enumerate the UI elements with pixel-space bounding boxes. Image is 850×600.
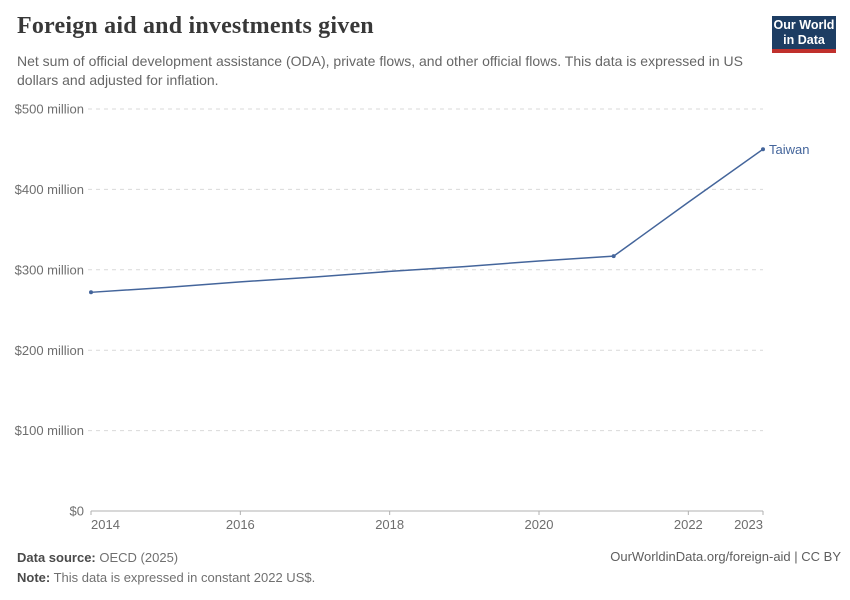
owid-citation-link[interactable]: OurWorldinData.org/foreign-aid | CC BY xyxy=(610,549,841,564)
data-point-2023 xyxy=(761,147,765,152)
x-axis-tick-label: 2023 xyxy=(734,517,763,532)
owid-logo-line1: Our World xyxy=(773,18,835,33)
data-source-value: OECD (2025) xyxy=(99,550,179,565)
data-point-2021 xyxy=(611,254,616,259)
owid-logo[interactable]: Our World in Data xyxy=(772,16,836,53)
taiwan-line[interactable] xyxy=(90,148,764,294)
x-axis-tick-label: 2018 xyxy=(375,517,404,532)
note-label: Note: xyxy=(17,570,51,585)
data-source-line: Data source: OECD (2025) xyxy=(17,548,315,568)
series-label-taiwan[interactable]: Taiwan xyxy=(769,142,809,157)
owid-logo-line2: in Data xyxy=(783,32,825,47)
y-axis-tick-label: $100 million xyxy=(15,423,84,438)
x-axis-tick-label: 2016 xyxy=(226,517,255,532)
chart-subtitle: Net sum of official development assistan… xyxy=(17,53,743,88)
note-line: Note: This data is expressed in constant… xyxy=(17,568,315,588)
y-axis-tick-label: $0 xyxy=(70,504,84,519)
x-axis-tick-label: 2014 xyxy=(91,517,120,532)
x-axis-tick-label: 2022 xyxy=(674,517,703,532)
y-axis-tick-label: $200 million xyxy=(15,343,84,358)
footer-left: Data source: OECD (2025) Note: This data… xyxy=(17,548,315,588)
y-axis-tick-label: $500 million xyxy=(15,102,84,117)
note-value: This data is expressed in constant 2022 … xyxy=(53,570,316,585)
page-title: Foreign aid and investments given xyxy=(17,13,374,39)
x-axis-tick-label: 2020 xyxy=(525,517,554,532)
data-point-2014 xyxy=(89,290,93,295)
y-axis-tick-label: $400 million xyxy=(15,182,84,197)
y-axis-tick-label: $300 million xyxy=(15,262,84,277)
data-source-label: Data source: xyxy=(17,550,96,565)
